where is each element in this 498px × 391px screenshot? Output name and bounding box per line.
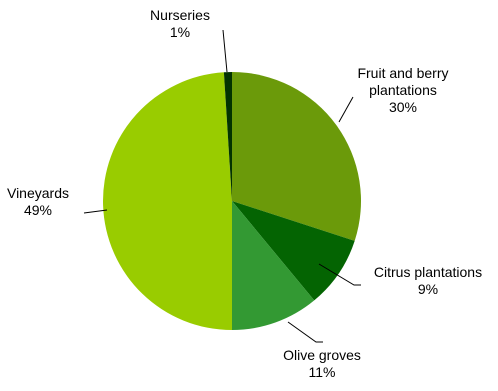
- leader-line: [83, 209, 108, 214]
- leader-line: [287, 321, 323, 343]
- slice-value-label: 49%: [24, 202, 52, 218]
- pie-slice: [232, 201, 315, 330]
- slice-name-label: Olive groves: [283, 347, 361, 363]
- slice-value-label: 11%: [309, 364, 336, 380]
- slice-value-label: 30%: [389, 99, 417, 115]
- slice-name-label: Vineyards: [7, 185, 69, 201]
- slice-name-label: Nurseries: [150, 7, 210, 23]
- pie-slice: [103, 72, 232, 331]
- leader-line: [338, 96, 354, 123]
- slice-name-label: Citrus plantations: [374, 264, 482, 280]
- leader-lines: [83, 29, 361, 343]
- pie-slice: [223, 72, 232, 201]
- slice-value-label: 9%: [418, 281, 438, 297]
- slice-name-label: plantations: [369, 82, 437, 98]
- slice-name-label: Fruit and berry: [357, 65, 448, 81]
- pie-slice: [232, 72, 361, 241]
- pie-slice: [232, 201, 355, 301]
- leader-line: [318, 263, 361, 286]
- slice-value-label: 1%: [170, 24, 190, 40]
- pie-slices: [103, 72, 361, 331]
- leader-line: [222, 29, 228, 73]
